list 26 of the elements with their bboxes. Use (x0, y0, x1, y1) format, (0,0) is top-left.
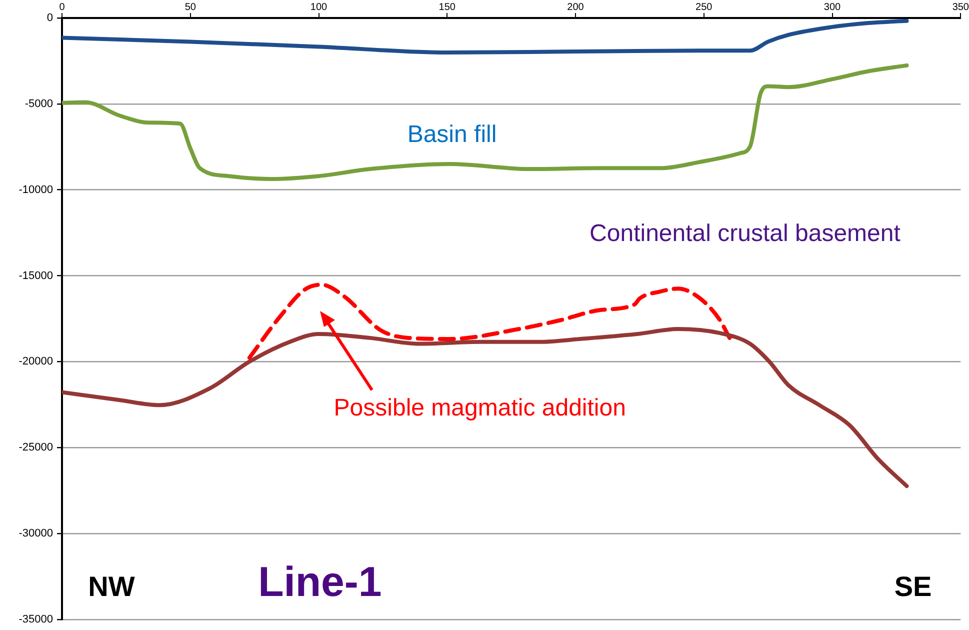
y-tick-label: -5000 (24, 98, 53, 110)
annotation: Continental crustal basement (590, 220, 901, 248)
y-tick-label: -15000 (18, 270, 53, 282)
y-tick-label: -10000 (18, 184, 53, 196)
x-tick-label: 150 (438, 2, 456, 13)
y-tick-label: 0 (46, 12, 53, 24)
x-tick-label: 300 (824, 2, 842, 13)
annotation: SE (894, 570, 932, 602)
x-tick-label: 200 (567, 2, 584, 13)
line-series (62, 327, 909, 488)
x-tick-label: 250 (696, 2, 713, 13)
x-tick-label: 350 (952, 2, 969, 13)
line-series (62, 63, 909, 182)
annotation: Line-1 (258, 558, 382, 606)
annotation: Possible magmatic addition (334, 394, 626, 422)
x-tick-label: 50 (184, 2, 196, 13)
x-tick-label: 100 (310, 2, 328, 13)
y-tick-label: -20000 (18, 356, 53, 368)
y-tick-label: -25000 (18, 442, 53, 454)
annotation: NW (88, 570, 136, 602)
annotation: Basin fill (407, 120, 497, 148)
x-tick-label: 0 (59, 2, 66, 13)
y-tick-label: -30000 (18, 528, 53, 540)
line-series (62, 18, 909, 55)
y-tick-label: -35000 (18, 613, 53, 626)
line-series (247, 282, 732, 360)
